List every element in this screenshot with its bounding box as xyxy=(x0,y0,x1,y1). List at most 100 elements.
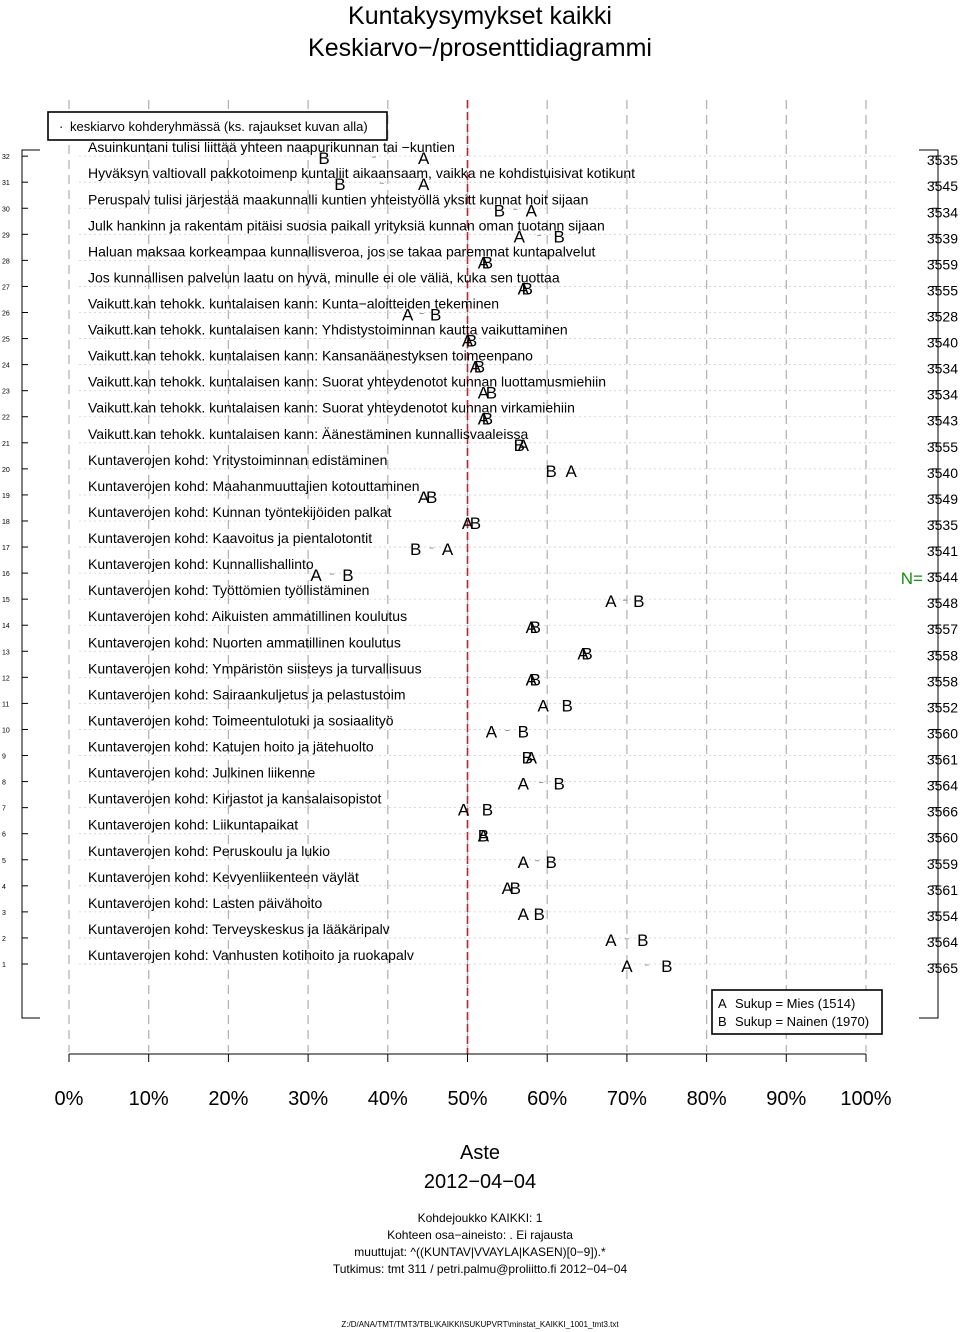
marker-b-17: B xyxy=(410,540,421,559)
marker-a-12: A xyxy=(526,670,538,689)
n-value-10: 3560 xyxy=(927,725,958,741)
marker-b-26: B xyxy=(430,306,441,325)
row-number-20: 20 xyxy=(2,467,10,474)
report-date: 2012−04−04 xyxy=(423,1171,537,1193)
marker-a-21: A xyxy=(518,436,530,455)
row-number-22: 22 xyxy=(2,415,10,422)
marker-a-30: A xyxy=(526,201,538,220)
footer-line-4: Tutkimus: tmt 311 / petri.palmu@proliitt… xyxy=(332,1262,628,1276)
marker-a-26: A xyxy=(402,306,414,325)
marker-a-19: A xyxy=(418,488,430,507)
marker-a-9: A xyxy=(526,749,538,768)
marker-b-18: B xyxy=(470,514,481,533)
item-label-18: Kuntaverojen kohd: Kunnan työntekijöiden… xyxy=(88,504,392,520)
n-value-30: 3534 xyxy=(927,204,958,220)
row-number-31: 31 xyxy=(2,180,10,187)
row-number-2: 2 xyxy=(2,936,6,943)
row-number-18: 18 xyxy=(2,519,10,526)
n-value-18: 3535 xyxy=(927,517,958,533)
item-label-21: Vaikutt.kan tehokk. kuntalaisen kann: Ää… xyxy=(88,426,528,442)
n-value-26: 3528 xyxy=(927,309,958,325)
item-label-5: Kuntaverojen kohd: Peruskoulu ja lukio xyxy=(88,843,330,859)
chart-title-line1: Kuntakysymykset kaikki xyxy=(348,2,612,30)
legend-label-a: Sukup = Mies (1514) xyxy=(735,996,855,1011)
marker-b-15: B xyxy=(633,592,644,611)
marker-a-1: A xyxy=(621,957,633,976)
row-number-9: 9 xyxy=(2,754,6,761)
item-label-24: Vaikutt.kan tehokk. kuntalaisen kann: Ka… xyxy=(88,348,533,364)
top-note-group: · keskiarvo kohderyhmässä (ks. rajaukset … xyxy=(47,111,388,141)
marker-a-22: A xyxy=(478,410,490,429)
n-value-28: 3559 xyxy=(927,256,958,272)
marker-a-28: A xyxy=(478,253,490,272)
marker-a-32: A xyxy=(418,149,430,168)
marker-b-3: B xyxy=(534,905,545,924)
marker-a-23: A xyxy=(478,384,490,403)
row-number-10: 10 xyxy=(2,727,10,734)
legend-label-b: Sukup = Nainen (1970) xyxy=(735,1014,869,1029)
marker-a-20: A xyxy=(565,462,577,481)
footer-line-1: Kohdejoukko KAIKKI: 1 xyxy=(417,1211,543,1225)
top-note-box xyxy=(47,111,388,141)
marker-b-20: B xyxy=(546,462,557,481)
x-tick-label-8: 80% xyxy=(687,1088,727,1110)
row-number-11: 11 xyxy=(2,701,9,708)
n-value-23: 3534 xyxy=(927,387,958,403)
item-label-23: Vaikutt.kan tehokk. kuntalaisen kann: Su… xyxy=(88,374,606,390)
n-value-17: 3541 xyxy=(927,543,958,559)
axes-group xyxy=(21,149,939,1062)
x-tick-label-7: 70% xyxy=(607,1088,647,1110)
marker-b-1: B xyxy=(661,957,672,976)
n-value-16: 3544 xyxy=(927,569,958,585)
n-value-25: 3540 xyxy=(927,335,958,351)
marker-b-10: B xyxy=(518,722,529,741)
item-label-1: Kuntaverojen kohd: Vanhusten kotihoito j… xyxy=(88,947,414,963)
marker-a-11: A xyxy=(538,696,550,715)
n-value-13: 3558 xyxy=(927,647,958,663)
item-labels: Asuinkuntani tulisi liittää yhteen naapu… xyxy=(88,139,635,963)
marker-b-23: B xyxy=(486,384,497,403)
n-value-20: 3540 xyxy=(927,465,958,481)
legend: A Sukup = Mies (1514) B Sukup = Nainen (197… xyxy=(711,989,883,1035)
n-value-1: 3565 xyxy=(927,960,958,976)
marker-a-29: A xyxy=(514,227,526,246)
item-label-30: Peruspalv tulisi järjestää maakunnalli k… xyxy=(88,191,588,207)
item-label-27: Jos kunnallisen palvelun laatu on hyvä, … xyxy=(88,269,560,285)
row-number-7: 7 xyxy=(2,806,6,813)
legend-marker-a: A xyxy=(718,996,727,1011)
marker-b-27: B xyxy=(522,279,533,298)
horizontal-gridlines xyxy=(79,155,895,965)
marker-a-15: A xyxy=(605,592,617,611)
row-number-32: 32 xyxy=(2,154,10,161)
n-value-12: 3558 xyxy=(927,673,958,689)
item-label-26: Vaikutt.kan tehokk. kuntalaisen kann: Ku… xyxy=(88,296,499,312)
x-tick-labels: 0% 10% 20% 30% 40% 50% 60% 70% 80% 90% 100% xyxy=(55,1088,892,1110)
marker-b-4: B xyxy=(510,879,521,898)
row-number-14: 14 xyxy=(2,623,10,630)
x-tick-label-10: 100% xyxy=(840,1088,891,1110)
marker-b-8: B xyxy=(553,775,564,794)
row-number-24: 24 xyxy=(2,363,10,370)
n-value-9: 3561 xyxy=(927,752,958,768)
marker-a-3: A xyxy=(518,905,530,924)
row-number-8: 8 xyxy=(2,780,6,787)
item-label-16: Kuntaverojen kohd: Kunnallishallinto xyxy=(88,556,314,572)
x-tick-label-0: 0% xyxy=(55,1088,84,1110)
n-value-29: 3539 xyxy=(927,230,958,246)
left-axis-bracket xyxy=(21,149,40,1019)
chart-title-line2: Keskiarvo−/prosenttidiagrammi xyxy=(308,34,652,62)
marker-a-2: A xyxy=(605,931,617,950)
marker-b-12: B xyxy=(530,670,541,689)
marker-b-6: B xyxy=(478,827,489,846)
row-number-labels: 3231302928272625242322212019181716151413… xyxy=(2,154,10,969)
row-number-25: 25 xyxy=(2,337,10,344)
item-label-12: Kuntaverojen kohd: Ympäristön siisteys j… xyxy=(88,660,422,676)
row-number-13: 13 xyxy=(2,649,10,656)
marker-b-13: B xyxy=(581,644,592,663)
marker-b-31: B xyxy=(334,175,345,194)
marker-b-29: B xyxy=(553,227,564,246)
legend-marker-b: B xyxy=(718,1014,727,1029)
marker-b-14: B xyxy=(530,618,541,637)
